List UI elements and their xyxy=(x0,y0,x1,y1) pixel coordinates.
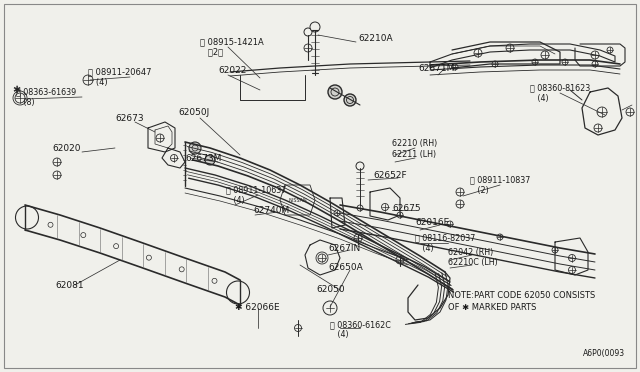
Text: 62211 (LH): 62211 (LH) xyxy=(392,150,436,158)
Text: Ⓝ 08911-10637: Ⓝ 08911-10637 xyxy=(226,186,286,195)
Text: 62022: 62022 xyxy=(218,65,246,74)
Circle shape xyxy=(562,59,568,65)
Circle shape xyxy=(594,124,602,132)
Text: Ⓑ 08116-82037: Ⓑ 08116-82037 xyxy=(415,234,476,243)
Circle shape xyxy=(156,134,164,142)
Text: 62673M: 62673M xyxy=(185,154,221,163)
Circle shape xyxy=(568,254,575,262)
Text: NISSAN: NISSAN xyxy=(289,198,307,202)
Text: (4): (4) xyxy=(415,244,434,253)
Text: Ⓢ 08360-6162C: Ⓢ 08360-6162C xyxy=(330,321,391,330)
Circle shape xyxy=(492,61,498,67)
Text: 62050J: 62050J xyxy=(178,108,209,116)
Text: (4): (4) xyxy=(530,93,548,103)
Text: Ⓢ 08363-61639: Ⓢ 08363-61639 xyxy=(16,87,76,96)
Circle shape xyxy=(357,205,363,211)
Text: (4): (4) xyxy=(226,196,244,205)
Text: ✱ 62066E: ✱ 62066E xyxy=(235,304,280,312)
Text: 62673: 62673 xyxy=(115,113,143,122)
Circle shape xyxy=(552,247,558,253)
Text: 6267lN: 6267lN xyxy=(328,244,360,253)
Text: 62652F: 62652F xyxy=(373,170,406,180)
Circle shape xyxy=(170,154,177,161)
Text: NOTE:PART CODE 62050 CONSISTS: NOTE:PART CODE 62050 CONSISTS xyxy=(448,291,595,299)
Circle shape xyxy=(205,155,215,165)
Circle shape xyxy=(607,47,613,53)
Text: 62050: 62050 xyxy=(316,285,344,295)
Text: 62740M: 62740M xyxy=(253,205,289,215)
Text: 62210A: 62210A xyxy=(358,33,392,42)
Circle shape xyxy=(397,212,403,218)
Circle shape xyxy=(318,254,326,262)
Circle shape xyxy=(452,64,458,70)
Text: 62081: 62081 xyxy=(55,280,84,289)
Text: ✱: ✱ xyxy=(12,85,20,95)
Circle shape xyxy=(541,51,549,59)
Circle shape xyxy=(334,210,340,216)
Circle shape xyxy=(354,234,362,242)
Circle shape xyxy=(83,75,93,85)
Circle shape xyxy=(326,304,334,312)
Circle shape xyxy=(396,256,404,264)
Text: (8): (8) xyxy=(16,97,35,106)
Circle shape xyxy=(474,49,482,57)
Text: (4): (4) xyxy=(88,77,108,87)
Text: （2）: （2） xyxy=(200,48,223,57)
Circle shape xyxy=(456,188,464,196)
Circle shape xyxy=(189,142,201,154)
Circle shape xyxy=(344,94,356,106)
Circle shape xyxy=(497,234,503,240)
Text: 62042 (RH): 62042 (RH) xyxy=(448,247,493,257)
Circle shape xyxy=(592,61,598,67)
Circle shape xyxy=(328,85,342,99)
Text: 62020: 62020 xyxy=(52,144,81,153)
Text: OF ✱ MARKED PARTS: OF ✱ MARKED PARTS xyxy=(448,302,536,311)
Circle shape xyxy=(456,200,464,208)
Circle shape xyxy=(53,158,61,166)
Text: 62675: 62675 xyxy=(392,203,420,212)
Circle shape xyxy=(323,301,337,315)
Circle shape xyxy=(381,203,388,211)
Text: Ⓢ 08360-81623: Ⓢ 08360-81623 xyxy=(530,83,590,93)
Circle shape xyxy=(597,107,607,117)
Circle shape xyxy=(506,44,514,52)
Text: 62016E: 62016E xyxy=(415,218,449,227)
Circle shape xyxy=(568,266,575,273)
Text: 62210 (RH): 62210 (RH) xyxy=(392,138,437,148)
Text: 62671M: 62671M xyxy=(418,64,454,73)
Circle shape xyxy=(15,93,25,103)
Circle shape xyxy=(304,44,312,52)
Circle shape xyxy=(447,221,453,227)
Circle shape xyxy=(591,51,599,59)
Text: 62210C (LH): 62210C (LH) xyxy=(448,259,498,267)
Circle shape xyxy=(304,28,312,36)
Circle shape xyxy=(356,162,364,170)
Text: Ⓝ 08911-20647: Ⓝ 08911-20647 xyxy=(88,67,152,77)
Circle shape xyxy=(294,324,301,331)
Circle shape xyxy=(53,171,61,179)
Circle shape xyxy=(532,59,538,65)
Text: 62650A: 62650A xyxy=(328,263,363,273)
Text: (2): (2) xyxy=(470,186,489,195)
Circle shape xyxy=(310,22,320,32)
Text: Ⓟ 08915-1421A: Ⓟ 08915-1421A xyxy=(200,38,264,46)
Text: A6P0(0093: A6P0(0093 xyxy=(583,349,625,358)
Circle shape xyxy=(626,108,634,116)
Text: Ⓝ 08911-10837: Ⓝ 08911-10837 xyxy=(470,176,531,185)
Text: (4): (4) xyxy=(330,330,349,340)
